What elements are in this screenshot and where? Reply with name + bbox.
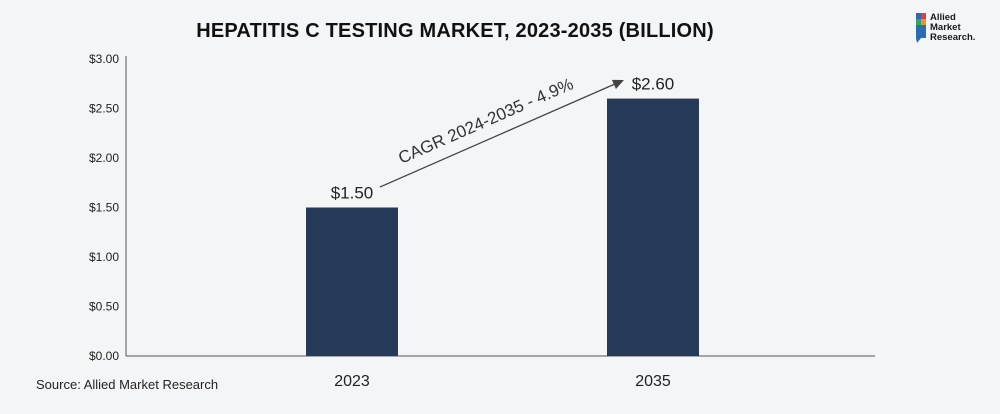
source-note: Source: Allied Market Research bbox=[36, 377, 219, 392]
bar bbox=[306, 207, 398, 356]
x-tick-label: 2035 bbox=[635, 373, 671, 390]
y-tick-label: $1.50 bbox=[89, 201, 119, 215]
logo-line-3: Research. bbox=[930, 32, 976, 43]
cagr-arrow-head-icon bbox=[611, 79, 624, 89]
y-tick-label: $1.00 bbox=[89, 250, 119, 264]
y-tick-label: $3.00 bbox=[89, 52, 119, 66]
logo-line-2: Market bbox=[930, 22, 961, 33]
y-tick-label: $0.00 bbox=[89, 349, 119, 363]
x-tick-label: 2023 bbox=[334, 373, 370, 390]
bar-value-label: $1.50 bbox=[331, 184, 374, 203]
allied-market-research-logo: Allied Market Research. bbox=[913, 10, 993, 54]
y-tick-label: $2.00 bbox=[89, 151, 119, 165]
cagr-annotation: CAGR 2024-2035 - 4.9% bbox=[395, 74, 576, 167]
logo-text: Allied Market Research. bbox=[930, 13, 975, 43]
bar-value-label: $2.60 bbox=[632, 75, 675, 94]
y-tick-label: $2.50 bbox=[89, 102, 119, 116]
logo-mark-icon bbox=[916, 13, 926, 43]
cagr-arrow-line bbox=[379, 82, 617, 188]
logo-line-1: Allied bbox=[930, 12, 956, 23]
y-tick-label: $0.50 bbox=[89, 300, 119, 314]
bar bbox=[607, 98, 699, 356]
chart-title: HEPATITIS C TESTING MARKET, 2023-2035 (B… bbox=[196, 20, 714, 42]
